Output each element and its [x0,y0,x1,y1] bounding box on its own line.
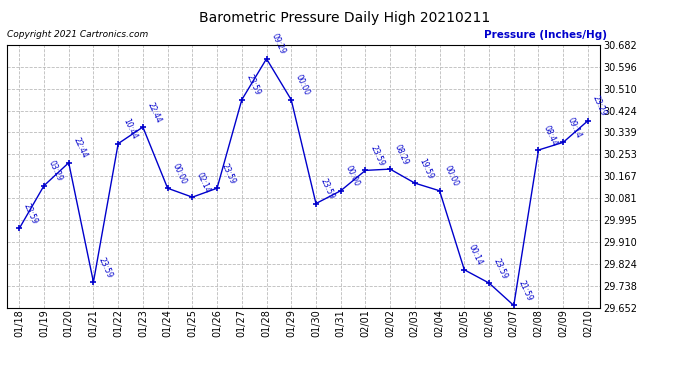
Text: 08:44: 08:44 [541,124,559,147]
Text: 23:59: 23:59 [96,256,114,279]
Text: 00:00: 00:00 [344,164,361,188]
Text: 00:00: 00:00 [294,73,311,97]
Text: 09:14: 09:14 [566,116,583,140]
Text: 23:59: 23:59 [22,202,39,226]
Text: 22:44: 22:44 [146,101,163,124]
Text: 23:59: 23:59 [244,74,262,97]
Text: 23:59: 23:59 [220,162,237,186]
Text: Pressure (Inches/Hg): Pressure (Inches/Hg) [484,30,607,40]
Text: 10:44: 10:44 [121,117,138,141]
Text: 21:59: 21:59 [517,279,534,303]
Text: 22:44: 22:44 [72,136,89,160]
Text: 23:59: 23:59 [492,256,509,280]
Text: 00:14: 00:14 [467,243,484,267]
Text: 19:59: 19:59 [417,157,435,180]
Text: 00:00: 00:00 [170,162,188,186]
Text: 00:00: 00:00 [442,164,460,188]
Text: 09:29: 09:29 [269,32,286,56]
Text: 08:29: 08:29 [393,143,411,166]
Text: 02:14: 02:14 [195,171,213,194]
Text: Copyright 2021 Cartronics.com: Copyright 2021 Cartronics.com [7,30,148,39]
Text: 23:59: 23:59 [319,177,336,201]
Text: 23:59: 23:59 [368,144,386,168]
Text: 23:29: 23:29 [591,94,608,118]
Text: Barometric Pressure Daily High 20210211: Barometric Pressure Daily High 20210211 [199,11,491,25]
Text: 03:29: 03:29 [47,159,64,183]
